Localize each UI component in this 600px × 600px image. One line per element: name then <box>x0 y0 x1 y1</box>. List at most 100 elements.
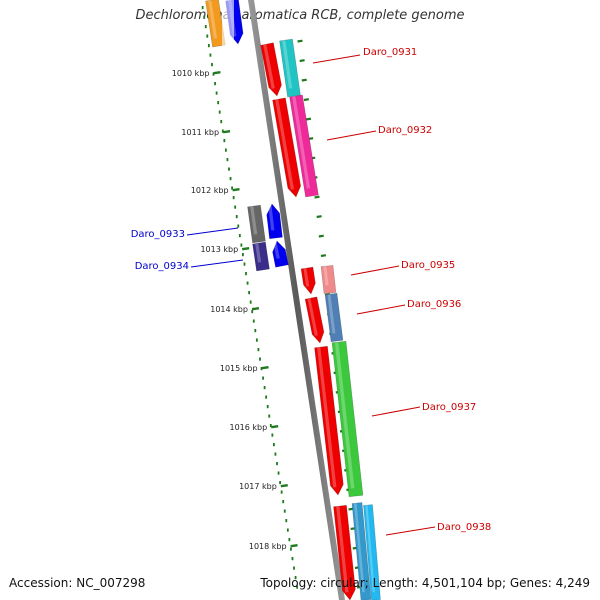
scale-dot <box>286 528 289 532</box>
major-tick <box>242 247 250 251</box>
gene-label-leader <box>385 526 436 536</box>
scale-dot <box>248 291 251 295</box>
gene-Daro_0936[interactable] <box>324 292 344 343</box>
scale-dot <box>209 53 212 57</box>
gene-Daro_0936-highlight <box>327 294 336 334</box>
genome-summary: Topology: circular; Length: 4,501,104 bp… <box>260 576 590 590</box>
outer-scale-dash <box>316 215 322 219</box>
scale-dot <box>249 300 252 304</box>
scale-dot <box>228 167 230 171</box>
scale-dot <box>226 158 229 162</box>
scale-dot <box>280 490 283 494</box>
major-tick <box>251 307 260 311</box>
gene-Daro_0933-highlight <box>250 206 258 235</box>
gene-label[interactable]: Daro_0936 <box>407 299 461 310</box>
gene-label[interactable]: Daro_0931 <box>363 47 417 58</box>
scale-dot <box>218 110 221 114</box>
scale-dot <box>285 519 288 523</box>
cds-0938[interactable] <box>333 504 356 600</box>
scale-dot <box>207 44 210 48</box>
cds-0936[interactable] <box>304 296 325 344</box>
gene-label[interactable]: Daro_0932 <box>378 125 432 136</box>
tick-label: 1018 kbp <box>249 542 287 551</box>
scale-dot <box>211 63 213 67</box>
outer-scale-dash <box>348 507 354 511</box>
gene-Daro_0934[interactable] <box>252 241 270 272</box>
gene-label[interactable]: Daro_0933 <box>131 229 185 240</box>
scale-dot <box>242 253 244 257</box>
scale-dot <box>255 338 258 342</box>
major-tick <box>261 366 269 370</box>
scale-dot <box>277 471 280 475</box>
scale-dot <box>294 576 297 580</box>
outer-scale-dash <box>297 39 303 43</box>
scale-dot <box>206 34 209 38</box>
gene-Daro_0937[interactable] <box>331 340 364 498</box>
gene-labels: Daro_0931 Daro_0932 Daro_0933 Daro_0934 Daro… <box>131 47 491 536</box>
scale-dot <box>283 509 286 513</box>
scale-dot <box>272 443 275 447</box>
cds-0934[interactable] <box>272 240 289 268</box>
scale-dot <box>251 310 254 314</box>
scale-dot <box>224 148 227 152</box>
scale-dot <box>252 319 255 323</box>
scale-dot <box>274 452 277 456</box>
scale-dot <box>235 215 238 219</box>
tick-label: 1012 kbp <box>191 186 229 195</box>
major-tick <box>213 71 221 75</box>
accession-label: Accession: NC_007298 <box>9 576 146 590</box>
tick-label: 1010 kbp <box>172 69 210 78</box>
scale-dot <box>263 386 266 390</box>
tick-label: 1015 kbp <box>220 364 258 373</box>
gene-label[interactable]: Daro_0935 <box>401 260 455 271</box>
scale-dot <box>262 376 264 380</box>
scale-dot <box>266 405 269 409</box>
gene-label-leader <box>186 227 239 236</box>
outer-scale-dash <box>303 98 310 102</box>
gene-Daro_0935[interactable] <box>320 265 337 294</box>
scale-dot <box>246 281 249 285</box>
scale-dot <box>237 224 240 228</box>
scale-dot <box>296 585 299 589</box>
scale-ticks: 1010 kbp 1011 kbp 1012 kbp 1013 kbp 1014 kbp… <box>172 6 363 589</box>
gene-label[interactable]: Daro_0938 <box>437 522 491 533</box>
tick-label: 1017 kbp <box>239 482 277 491</box>
gene-label[interactable]: Daro_0937 <box>422 402 476 413</box>
scale-dot <box>221 129 224 133</box>
cds-0935[interactable] <box>300 266 316 295</box>
cds-0931[interactable] <box>260 42 282 97</box>
scale-dot <box>234 205 237 209</box>
cds-0933[interactable] <box>266 203 283 240</box>
scale-dot <box>254 329 257 333</box>
gene-label[interactable]: Daro_0934 <box>135 261 189 272</box>
scale-dot <box>229 177 232 181</box>
major-tick <box>222 130 231 134</box>
scale-dot <box>223 139 226 143</box>
scale-dot <box>260 367 263 371</box>
gene-Daro_0931-highlight <box>282 40 293 89</box>
outer-scale-dash <box>305 117 312 121</box>
gene-label-leader <box>356 304 406 315</box>
gene-Daro_0933[interactable] <box>247 204 266 244</box>
scale-dot <box>271 433 274 437</box>
offscreen-gene-pale <box>222 0 234 46</box>
scale-dot <box>269 424 272 428</box>
scale-dot <box>203 15 206 19</box>
gene-Daro_0938-highlight <box>354 503 365 593</box>
cds-0937[interactable] <box>314 345 344 496</box>
outer-scale-dash <box>320 254 327 258</box>
gene-label-leader <box>312 54 361 64</box>
outer-scale-dash <box>318 234 324 238</box>
tick-label: 1016 kbp <box>229 423 267 432</box>
scale-dot <box>214 82 216 86</box>
gene-Daro_0931[interactable] <box>279 38 301 98</box>
scale-dot <box>291 557 294 561</box>
scale-dot <box>257 348 260 352</box>
cds-0932[interactable] <box>272 97 302 198</box>
gene-Daro_0932[interactable] <box>289 94 319 198</box>
tick-label: 1011 kbp <box>181 128 219 137</box>
scale-dot <box>268 414 271 418</box>
gene-Daro_0932-highlight <box>292 96 311 189</box>
gene-Daro_0934-highlight <box>255 243 262 263</box>
